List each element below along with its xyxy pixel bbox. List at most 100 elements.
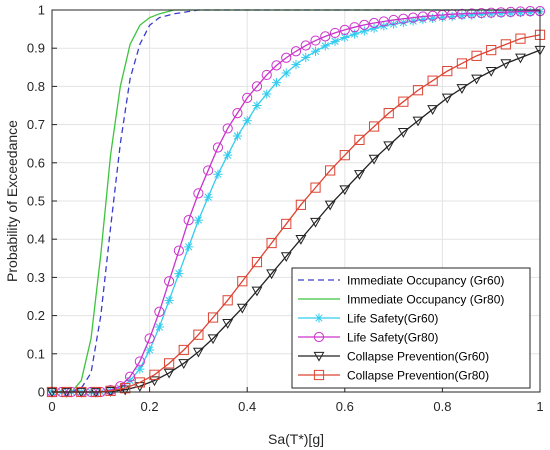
data-point-marker: [280, 252, 292, 263]
data-point-marker: [397, 128, 409, 138]
data-point-marker: [486, 45, 497, 56]
data-point-marker: [193, 188, 204, 199]
legend-marker: [313, 351, 325, 362]
data-point-marker: [525, 6, 536, 17]
data-point-marker: [505, 6, 516, 18]
data-point-marker: [525, 7, 535, 17]
data-point-marker: [427, 105, 439, 115]
data-point-marker: [301, 52, 311, 62]
data-point-marker: [203, 165, 214, 176]
data-point-marker: [447, 11, 457, 22]
data-point-marker: [281, 52, 292, 63]
data-point-marker: [154, 322, 164, 332]
data-point-marker: [486, 7, 497, 18]
data-point-marker: [232, 131, 243, 141]
series-line: [52, 49, 541, 393]
data-point-marker: [236, 303, 248, 314]
data-point-marker: [310, 182, 321, 193]
data-point-marker: [320, 31, 331, 42]
legend-marker: [313, 369, 325, 381]
data-point-marker: [359, 26, 369, 36]
x-tick-label: 0.6: [336, 399, 354, 414]
data-point-marker: [125, 375, 135, 386]
data-point-marker: [135, 364, 145, 374]
data-point-marker: [237, 276, 248, 287]
data-point-marker: [262, 89, 272, 99]
y-tick-label: 1: [38, 3, 45, 18]
x-tick-label: 0.4: [238, 399, 256, 414]
legend-item: Life Safety(Gr60): [298, 312, 438, 326]
data-point-marker: [330, 36, 340, 46]
data-point-marker: [515, 33, 526, 44]
data-point-marker: [496, 8, 506, 19]
data-point-marker: [266, 269, 278, 280]
legend-label: Collapse Prevention(Gr60): [347, 350, 489, 364]
data-point-marker: [266, 237, 277, 249]
data-point-marker: [418, 14, 428, 25]
data-point-marker: [388, 14, 399, 26]
x-tick-label: 0.8: [433, 399, 451, 414]
y-axis-label: Probability of Exceedance: [4, 120, 20, 282]
data-point-marker: [506, 8, 516, 18]
data-point-marker: [223, 150, 233, 160]
data-point-marker: [251, 257, 263, 268]
data-point-marker: [222, 295, 233, 306]
data-point-marker: [207, 312, 219, 323]
legend-item: Immediate Occupancy (Gr80): [298, 293, 504, 307]
data-point-marker: [378, 16, 389, 27]
data-point-marker: [427, 75, 438, 86]
data-point-marker: [383, 141, 395, 152]
data-point-marker: [467, 10, 477, 20]
data-point-marker: [466, 8, 477, 19]
data-point-marker: [213, 169, 223, 179]
data-point-marker: [456, 8, 468, 19]
data-point-marker: [144, 333, 155, 344]
data-point-marker: [203, 192, 213, 202]
legend-item: Collapse Prevention(Gr80): [298, 369, 489, 383]
legend-item: Collapse Prevention(Gr60): [298, 350, 489, 364]
data-point-marker: [354, 134, 365, 145]
data-point-marker: [184, 242, 194, 252]
data-point-marker: [242, 92, 253, 103]
data-point-marker: [398, 96, 409, 107]
data-point-marker: [290, 46, 302, 57]
data-point-marker: [174, 268, 184, 279]
data-point-marker: [359, 19, 370, 30]
data-point-marker: [281, 68, 291, 78]
x-tick-label: 0.2: [141, 399, 159, 414]
legend-marker: [313, 331, 325, 343]
data-point-marker: [119, 385, 131, 396]
data-point-marker: [383, 108, 394, 119]
data-point-marker: [408, 12, 419, 23]
data-point-marker: [428, 13, 438, 24]
data-point-marker: [324, 200, 336, 211]
data-point-marker: [349, 22, 360, 33]
tick-layer: 0 0.2 0.4 0.6 0.8 1 0 0.1 0.2 0.3 0.4 0.5 0.6 0.7 0.8 0…: [27, 3, 544, 415]
series-4: [46, 6, 546, 398]
data-point-marker: [271, 77, 282, 88]
data-point-marker: [193, 215, 203, 225]
y-tick-label: 0.4: [27, 232, 45, 247]
data-point-marker: [310, 46, 321, 56]
data-point-marker: [295, 235, 307, 245]
data-point-marker: [471, 74, 483, 85]
data-point-marker: [369, 23, 379, 33]
y-tick-label: 0.5: [27, 194, 45, 209]
data-point-marker: [173, 245, 184, 256]
data-point-marker: [295, 199, 306, 210]
data-point-marker: [325, 165, 336, 176]
data-point-marker: [154, 306, 165, 317]
legend-label: Immediate Occupancy (Gr60): [347, 274, 504, 288]
data-point-marker: [368, 121, 380, 132]
data-point-marker: [456, 84, 468, 94]
data-point-marker: [242, 116, 252, 126]
data-point-marker: [486, 9, 496, 19]
legend-label: Collapse Prevention(Gr80): [347, 369, 489, 383]
data-point-marker: [193, 329, 204, 340]
data-point-marker: [368, 154, 380, 165]
data-point-marker: [437, 12, 447, 22]
data-point-marker: [408, 16, 418, 26]
data-point-marker: [149, 376, 160, 387]
y-tick-label: 0.8: [27, 79, 45, 94]
data-point-marker: [271, 60, 282, 71]
